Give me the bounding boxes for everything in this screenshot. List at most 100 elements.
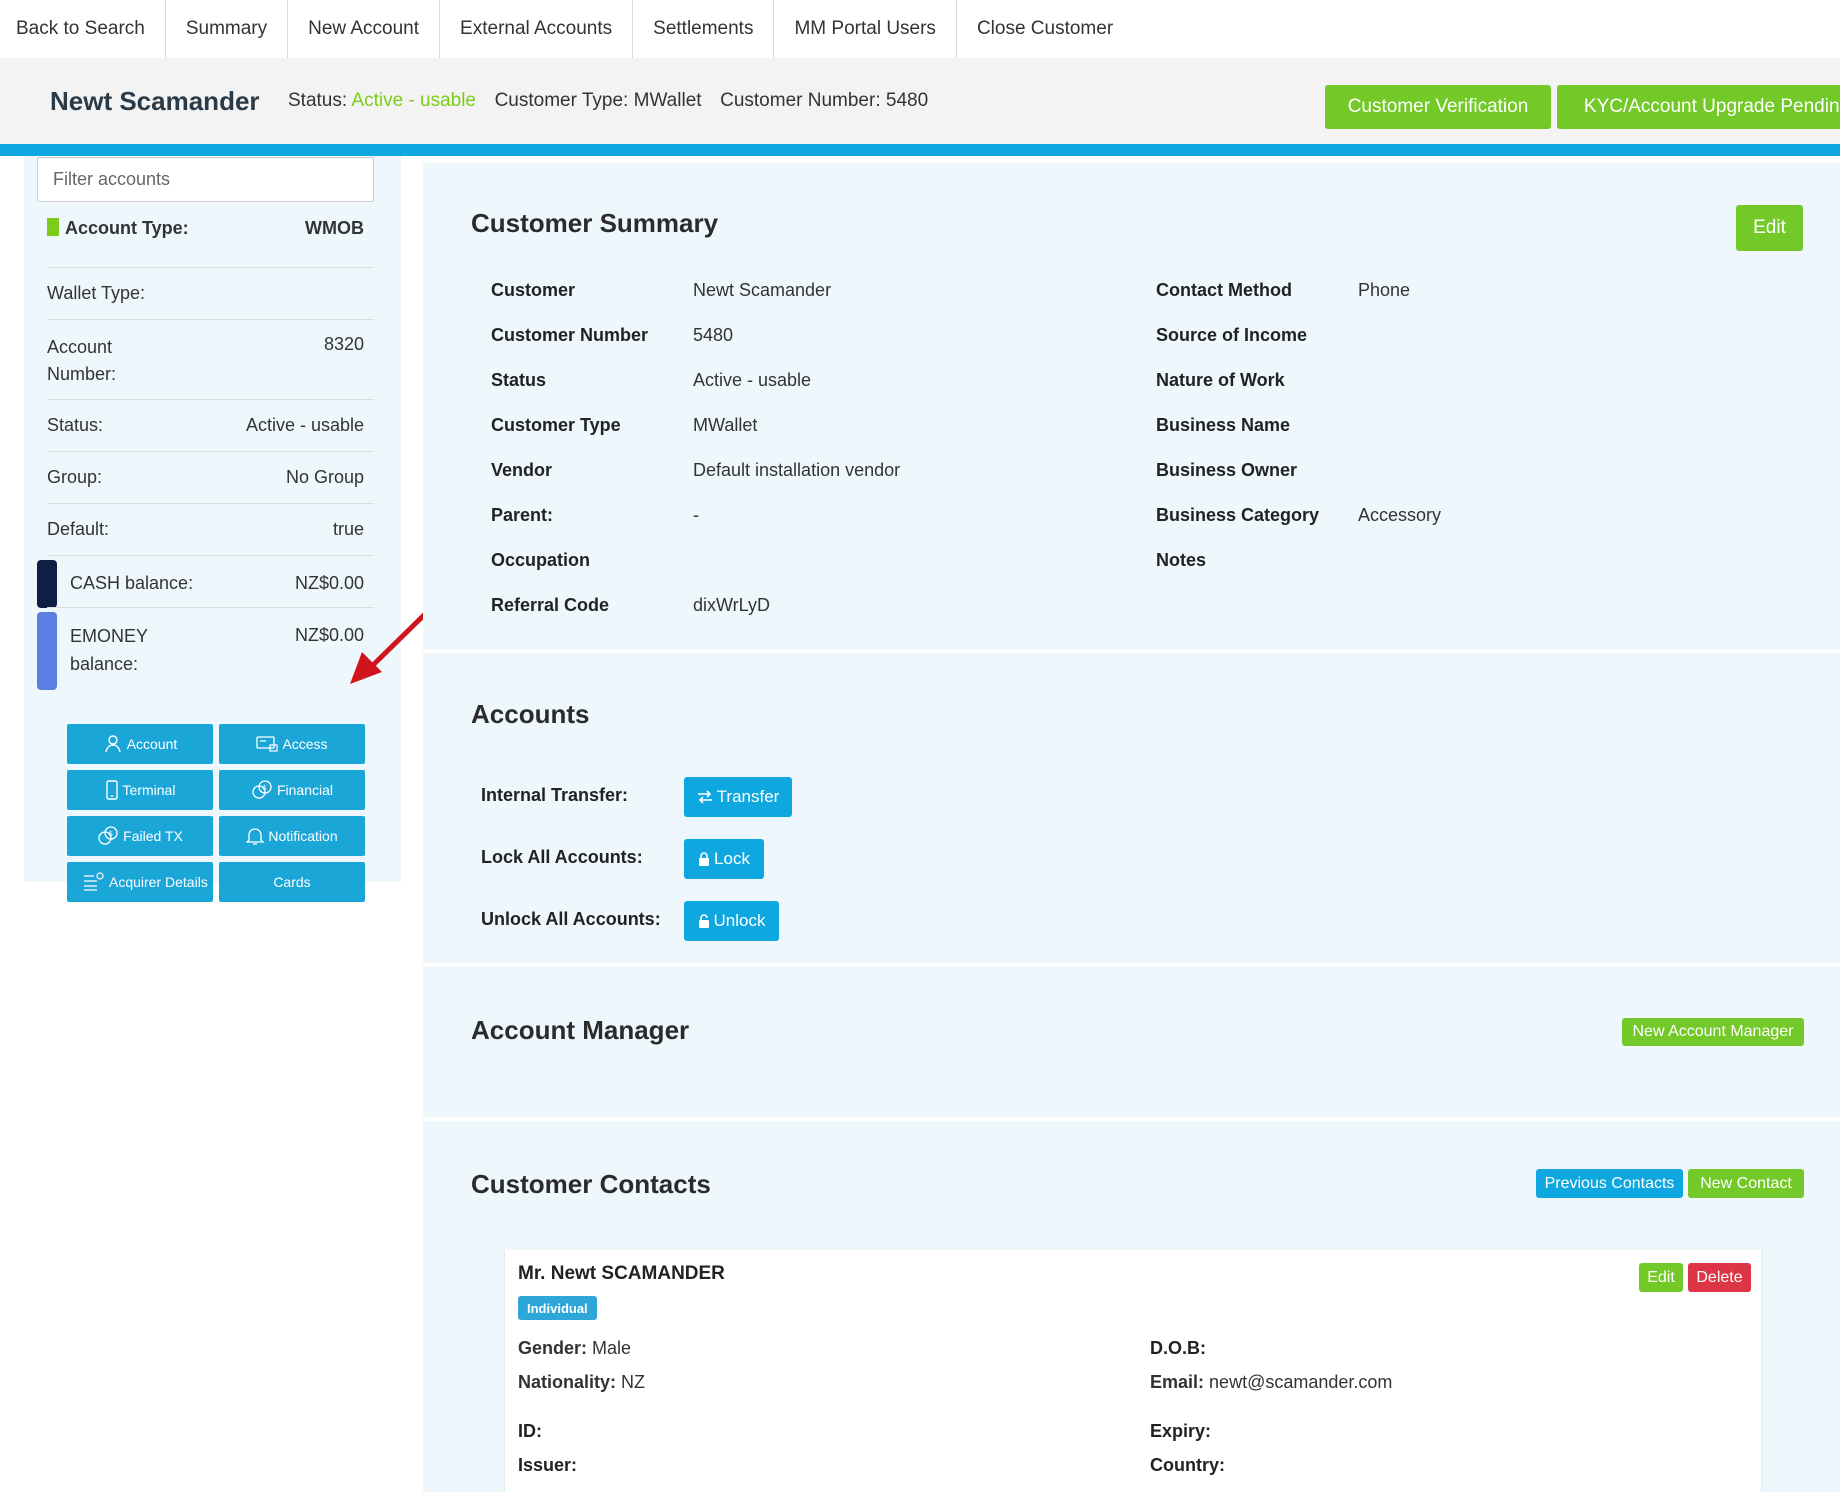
nav-back-to-search[interactable]: Back to Search xyxy=(0,0,166,58)
customer-verification-button[interactable]: Customer Verification xyxy=(1325,85,1551,129)
default-value: true xyxy=(332,519,364,539)
status-label: Status: xyxy=(288,90,348,111)
sidebar-status-value: Active - usable xyxy=(245,415,364,435)
customer-name: Newt Scamander xyxy=(50,86,260,116)
summary-contact-method-value: Phone xyxy=(1358,280,1411,300)
accounts-panel: Accounts Internal Transfer: Transfer Loc… xyxy=(423,653,1840,963)
default-label: Default: xyxy=(47,519,110,539)
cards-button[interactable]: Cards xyxy=(219,862,365,902)
acquirer-details-button[interactable]: Acquirer Details xyxy=(67,862,213,902)
lock-all-label: Lock All Accounts: xyxy=(481,847,643,867)
filter-accounts-input[interactable] xyxy=(37,157,374,202)
summary-customer-number-label: Customer Number xyxy=(491,325,649,345)
customer-type-value: MWallet xyxy=(633,90,702,111)
access-card-icon xyxy=(256,736,279,752)
summary-customer-type-value: MWallet xyxy=(693,415,758,435)
user-icon xyxy=(105,735,121,753)
new-account-manager-button[interactable]: New Account Manager xyxy=(1622,1018,1804,1046)
contact-delete-button[interactable]: Delete xyxy=(1688,1263,1751,1292)
account-number-value: 8320 xyxy=(323,334,364,354)
terminal-button[interactable]: Terminal xyxy=(67,770,213,810)
failed-tx-button-label: Failed TX xyxy=(123,828,183,844)
summary-status-value: Active - usable xyxy=(693,370,812,390)
account-button[interactable]: Account xyxy=(67,724,213,764)
summary-customer-label: Customer xyxy=(491,280,576,300)
summary-status-label: Status xyxy=(491,370,547,390)
account-number-label: Account Number: xyxy=(47,337,117,384)
customer-summary-title: Customer Summary xyxy=(471,208,719,238)
contact-dob-label: D.O.B: xyxy=(1150,1338,1206,1358)
notification-button[interactable]: Notification xyxy=(219,816,365,856)
nav-settlements[interactable]: Settlements xyxy=(633,0,775,58)
customer-type-label: Customer Type: xyxy=(494,90,629,111)
top-nav: Back to Search Summary New Account Exter… xyxy=(0,0,1840,58)
lock-button[interactable]: Lock xyxy=(684,839,764,879)
customer-number-label: Customer Number: xyxy=(720,90,881,111)
contact-edit-button[interactable]: Edit xyxy=(1639,1263,1683,1292)
previous-contacts-button[interactable]: Previous Contacts xyxy=(1536,1169,1683,1198)
cash-balance-value: NZ$0.00 xyxy=(294,573,364,593)
summary-customer-type-label: Customer Type xyxy=(491,415,621,435)
access-button[interactable]: Access xyxy=(219,724,365,764)
summary-notes-label: Notes xyxy=(1156,550,1207,570)
unlock-button[interactable]: Unlock xyxy=(684,901,779,941)
nav-close-customer[interactable]: Close Customer xyxy=(976,18,1114,39)
bell-icon xyxy=(246,828,265,845)
sidebar-status-label: Status: xyxy=(47,415,104,435)
nav-mm-portal-users[interactable]: MM Portal Users xyxy=(774,0,957,58)
contact-country-label: Country: xyxy=(1150,1455,1225,1475)
cash-balance-label: CASH balance: xyxy=(70,573,194,593)
customer-summary-panel: Customer Summary Edit Customer Newt Scam… xyxy=(423,163,1840,649)
summary-nature-of-work-label: Nature of Work xyxy=(1156,370,1285,390)
summary-vendor-label: Vendor xyxy=(491,460,553,480)
transfer-button[interactable]: Transfer xyxy=(684,777,792,817)
cards-button-label: Cards xyxy=(273,874,311,890)
lock-button-label: Lock xyxy=(714,849,750,868)
contact-email: Email: newt@scamander.com xyxy=(1150,1372,1393,1392)
summary-business-owner-label: Business Owner xyxy=(1156,460,1298,480)
exchange-icon xyxy=(697,790,712,804)
summary-source-of-income-label: Source of Income xyxy=(1156,325,1308,345)
contact-card: Mr. Newt SCAMANDER Individual Edit Delet… xyxy=(505,1250,1761,1492)
new-contact-button[interactable]: New Contact xyxy=(1688,1169,1804,1198)
group-row: Group: No Group xyxy=(47,452,374,504)
summary-parent-value: - xyxy=(693,505,699,525)
accounts-title: Accounts xyxy=(471,699,590,729)
summary-edit-button[interactable]: Edit xyxy=(1736,205,1803,251)
contact-id-label: ID: xyxy=(518,1421,542,1441)
nav-summary[interactable]: Summary xyxy=(166,0,289,58)
failed-coins-icon: $ xyxy=(98,826,118,845)
group-label: Group: xyxy=(47,467,103,487)
nav-new-account[interactable]: New Account xyxy=(288,0,441,58)
financial-button-label: Financial xyxy=(276,782,334,798)
customer-contacts-title: Customer Contacts xyxy=(471,1169,711,1199)
emoney-balance-row: EMONEY balance: NZ$0.00 xyxy=(47,608,374,692)
contact-name: Mr. Newt SCAMANDER xyxy=(518,1263,725,1284)
kyc-upgrade-pending-button[interactable]: KYC/Account Upgrade Pending xyxy=(1557,85,1840,129)
lock-icon xyxy=(699,852,710,866)
contact-type-badge: Individual xyxy=(518,1296,597,1320)
account-button-label: Account xyxy=(126,736,178,752)
summary-business-category-value: Accessory xyxy=(1358,505,1442,525)
customer-number-value: 5480 xyxy=(885,90,929,111)
svg-text:$: $ xyxy=(262,784,266,792)
notification-button-label: Notification xyxy=(268,828,338,844)
svg-text:$: $ xyxy=(109,830,113,838)
wallet-type-row: Wallet Type: xyxy=(47,268,374,320)
header-divider xyxy=(0,144,1840,156)
failed-tx-button[interactable]: $ Failed TX xyxy=(67,816,213,856)
financial-button[interactable]: $ Financial xyxy=(219,770,365,810)
emoney-balance-value: NZ$0.00 xyxy=(294,625,364,645)
account-type-value: WMOB xyxy=(305,218,364,238)
unlock-icon xyxy=(698,914,709,928)
summary-occupation-label: Occupation xyxy=(491,550,591,570)
emoney-balance-marker xyxy=(37,612,57,690)
summary-business-name-label: Business Name xyxy=(1156,415,1291,435)
summary-customer-number-value: 5480 xyxy=(693,325,734,345)
cash-balance-marker xyxy=(37,560,57,608)
summary-referral-code-value: dixWrLyD xyxy=(693,595,771,615)
summary-contact-method-label: Contact Method xyxy=(1156,280,1292,300)
nav-external-accounts[interactable]: External Accounts xyxy=(440,0,634,58)
customer-header: Newt Scamander Status: Active - usable C… xyxy=(0,58,1840,144)
status-value: Active - usable xyxy=(351,90,477,111)
